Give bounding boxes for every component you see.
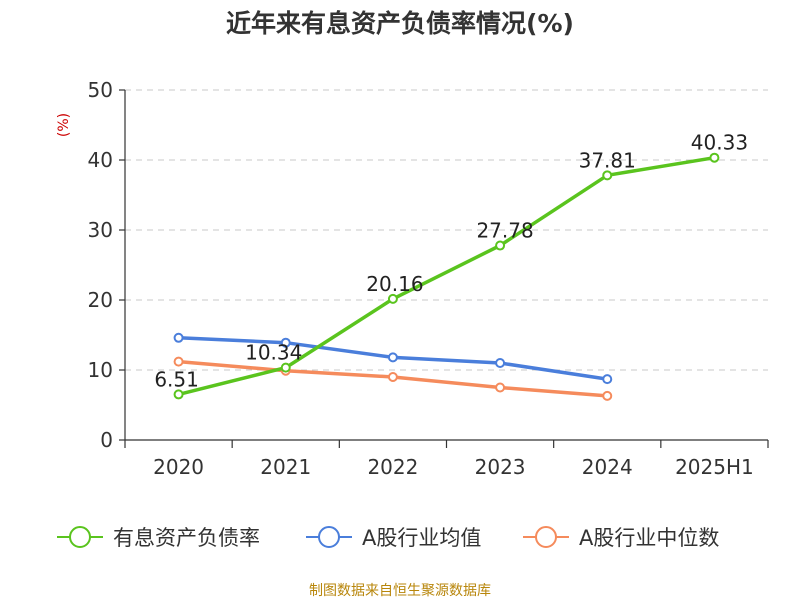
x-tick-label: 2021 <box>260 455 311 479</box>
data-point <box>602 374 613 385</box>
y-tick-label: 20 <box>88 288 113 312</box>
x-tick-label: 2022 <box>367 455 418 479</box>
legend-item[interactable]: A股行业中位数 <box>523 526 719 550</box>
data-point <box>387 352 398 363</box>
series-lines <box>173 152 720 401</box>
x-tick-label: 2020 <box>153 455 204 479</box>
data-point <box>173 356 184 367</box>
legend: 有息资产负债率 A股行业均值 A股行业中位数 <box>57 526 719 550</box>
y-tick-label: 40 <box>88 148 113 172</box>
legend-item[interactable]: A股行业均值 <box>306 526 481 550</box>
data-label: 40.33 <box>691 131 748 155</box>
data-label: 37.81 <box>579 148 636 172</box>
data-label: 27.78 <box>476 219 533 243</box>
legend-circle-icon <box>318 526 340 548</box>
data-point <box>602 170 613 181</box>
data-point <box>495 358 506 368</box>
data-label: 10.34 <box>245 341 302 365</box>
y-tick-label: 30 <box>88 218 113 242</box>
data-point <box>173 332 184 343</box>
legend-label: 有息资产负债率 <box>113 526 260 550</box>
data-point <box>280 362 291 373</box>
legend-item[interactable]: 有息资产负债率 <box>57 526 260 550</box>
x-tick-label: 2024 <box>582 455 633 479</box>
legend-label: A股行业中位数 <box>579 526 719 550</box>
data-point <box>173 389 184 400</box>
gridlines <box>125 89 768 371</box>
data-labels: 6.51 10.34 20.16 27.78 37.81 40.33 <box>154 131 748 392</box>
data-point <box>280 337 291 348</box>
data-point <box>602 390 613 401</box>
x-tick-label: 2025H1 <box>675 455 754 479</box>
legend-label: A股行业均值 <box>362 526 481 550</box>
source-note: 制图数据来自恒生聚源数据库 <box>309 583 491 599</box>
y-tick-label: 50 <box>88 78 113 102</box>
chart-title: 近年来有息资产负债率情况(%) <box>226 9 574 38</box>
data-point <box>709 152 720 163</box>
axes: 0 10 20 30 40 50 2020 2021 2022 2023 2024 2025H1 <box>88 78 769 479</box>
series-line <box>176 155 717 397</box>
y-tick-label: 10 <box>88 358 113 382</box>
data-point <box>387 372 398 382</box>
y-axis-unit-label: (%) <box>56 113 72 137</box>
legend-circle-icon <box>535 526 557 548</box>
data-point <box>387 293 398 304</box>
data-label: 6.51 <box>154 367 199 391</box>
legend-circle-icon <box>69 526 91 548</box>
data-label: 20.16 <box>366 272 423 296</box>
y-tick-label: 0 <box>100 428 113 452</box>
x-tick-label: 2023 <box>475 455 526 479</box>
data-point <box>495 240 506 251</box>
data-point <box>495 382 506 393</box>
